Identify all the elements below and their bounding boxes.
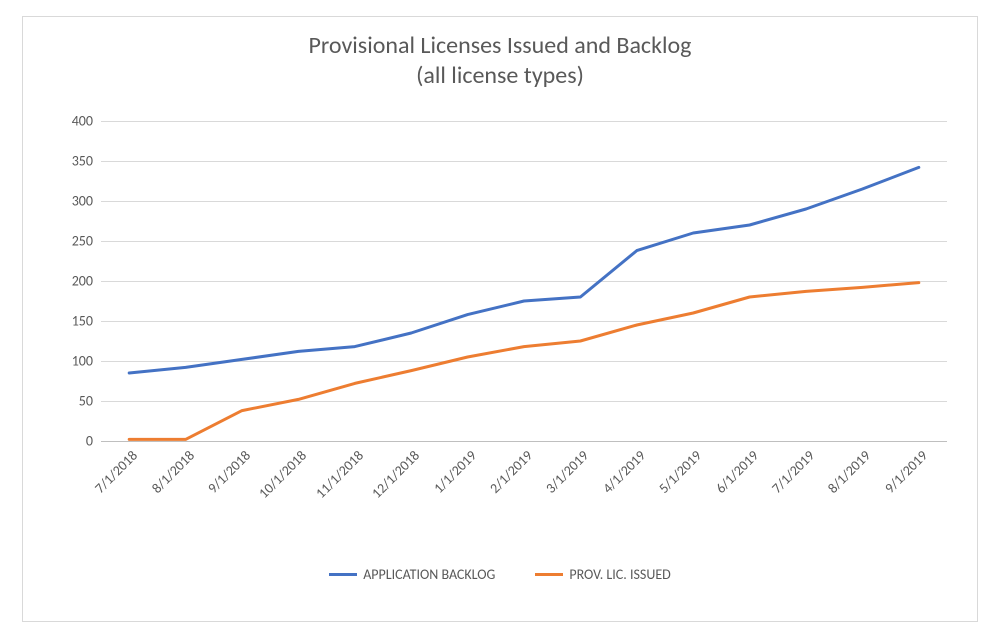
x-tick-label: 2/1/2019 — [486, 447, 536, 497]
legend-swatch — [329, 573, 357, 576]
x-tick-label: 5/1/2019 — [655, 447, 705, 497]
y-tick-label: 250 — [72, 233, 101, 250]
legend-swatch — [535, 573, 563, 576]
x-tick-label: 7/1/2019 — [768, 447, 818, 497]
chart-title-line-2: (all license types) — [23, 61, 977, 91]
x-tick-label: 4/1/2019 — [599, 447, 649, 497]
y-tick-label: 300 — [72, 193, 101, 210]
series-line-0 — [129, 167, 919, 373]
x-tick-label: 7/1/2018 — [91, 447, 141, 497]
chart-title: Provisional Licenses Issued and Backlog … — [23, 17, 977, 91]
legend-item: APPLICATION BACKLOG — [329, 566, 495, 583]
x-tick-label: 9/1/2018 — [204, 447, 254, 497]
legend-item: PROV. LIC. ISSUED — [535, 566, 670, 583]
gridline — [101, 441, 947, 442]
y-tick-label: 0 — [86, 433, 101, 450]
x-tick-label: 1/1/2019 — [430, 447, 480, 497]
legend-label: APPLICATION BACKLOG — [363, 566, 495, 583]
y-tick-label: 200 — [72, 273, 101, 290]
plot-area: 0501001502002503003504007/1/20188/1/2018… — [101, 121, 947, 441]
y-tick-label: 50 — [79, 393, 101, 410]
x-tick-label: 3/1/2019 — [543, 447, 593, 497]
chart-container: Provisional Licenses Issued and Backlog … — [22, 16, 978, 622]
chart-title-line-1: Provisional Licenses Issued and Backlog — [23, 31, 977, 61]
x-tick-label: 10/1/2018 — [256, 447, 311, 502]
y-tick-label: 400 — [72, 113, 101, 130]
x-tick-label: 11/1/2018 — [312, 447, 367, 502]
y-tick-label: 150 — [72, 313, 101, 330]
x-tick-label: 12/1/2018 — [368, 447, 423, 502]
series-line-1 — [129, 283, 919, 440]
y-tick-label: 350 — [72, 153, 101, 170]
y-tick-label: 100 — [72, 353, 101, 370]
legend-label: PROV. LIC. ISSUED — [569, 566, 670, 583]
x-tick-label: 9/1/2019 — [881, 447, 931, 497]
x-tick-label: 6/1/2019 — [712, 447, 762, 497]
x-tick-label: 8/1/2019 — [825, 447, 875, 497]
x-tick-label: 8/1/2018 — [148, 447, 198, 497]
series-lines — [101, 121, 947, 441]
legend: APPLICATION BACKLOG PROV. LIC. ISSUED — [23, 566, 977, 583]
